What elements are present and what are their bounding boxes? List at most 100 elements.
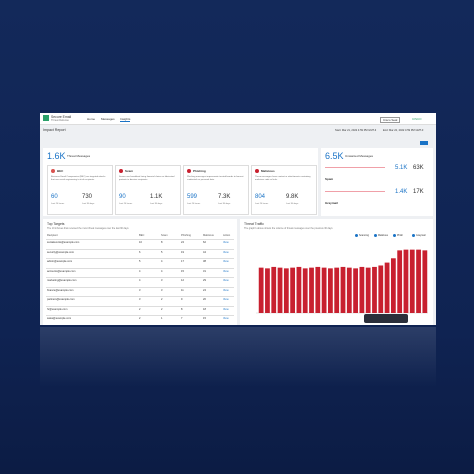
threat-total: 1.6K bbox=[47, 151, 66, 161]
logo bbox=[43, 115, 49, 121]
bar bbox=[277, 267, 283, 313]
start-date: Start: Mar 21, 2022 4:59 PM GMT-3 bbox=[335, 129, 377, 132]
threat-name: BEC bbox=[57, 169, 64, 173]
column-header: Scam bbox=[161, 234, 168, 237]
row-action[interactable]: View bbox=[223, 260, 229, 263]
targets-desc: The 10 inboxes that received the most th… bbox=[47, 227, 129, 230]
bar bbox=[365, 267, 371, 313]
table-cell: 1 bbox=[161, 317, 163, 320]
table-cell: 24 bbox=[203, 288, 206, 292]
unwanted-card: 6.5K Unwanted Messages Spam 5.1K 63K Grayma… bbox=[321, 148, 433, 216]
threat-icon bbox=[255, 169, 259, 173]
unwanted-24h: 1.4K bbox=[395, 189, 408, 195]
count-24h-label: Last 24 hours bbox=[187, 203, 201, 205]
bar bbox=[302, 268, 308, 313]
traffic-chart bbox=[256, 249, 428, 314]
row-action[interactable]: View bbox=[223, 298, 229, 301]
table-cell: 24 bbox=[181, 241, 184, 244]
count-90d-label: Last 90 days bbox=[218, 203, 231, 205]
threat-type-card: Phishing Phishing messages impersonate tr… bbox=[183, 165, 249, 215]
column-header: Recipient bbox=[47, 234, 58, 237]
row-action[interactable]: View bbox=[223, 269, 229, 273]
nav-item[interactable]: Home bbox=[87, 117, 96, 121]
count-24h: 599 bbox=[187, 194, 198, 200]
bar bbox=[321, 267, 327, 313]
count-90d: 730 bbox=[82, 194, 93, 200]
row-action[interactable]: View bbox=[223, 241, 229, 244]
legend-label[interactable]: Graymail bbox=[416, 234, 426, 237]
count-24h: 90 bbox=[119, 194, 126, 200]
legend-label[interactable]: Scanning bbox=[359, 234, 369, 237]
column-header: Action bbox=[223, 234, 231, 237]
table-cell: 5 bbox=[139, 260, 141, 263]
table-cell: admin@example.com bbox=[47, 260, 73, 263]
table-cell: 18 bbox=[203, 307, 206, 311]
table-cell: 31 bbox=[203, 269, 206, 273]
count-90d-label: Last 90 days bbox=[150, 203, 163, 205]
row-action[interactable]: View bbox=[223, 288, 229, 292]
bar bbox=[340, 266, 346, 313]
unwanted-90d: 63K bbox=[413, 165, 424, 171]
nav-item[interactable]: Messages bbox=[101, 117, 115, 121]
threat-desc: Phishing messages impersonate trusted br… bbox=[187, 176, 244, 181]
toolbar bbox=[364, 314, 408, 323]
table-cell: 2 bbox=[161, 298, 163, 301]
table-cell: 3 bbox=[161, 279, 163, 282]
threat-icon bbox=[51, 169, 55, 173]
table-cell: security@example.com bbox=[47, 250, 74, 254]
bar bbox=[353, 268, 358, 313]
table-cell: 19 bbox=[181, 250, 184, 254]
traffic-desc: The graph's above shows the volume of th… bbox=[244, 227, 333, 230]
row-action[interactable]: View bbox=[223, 307, 229, 311]
table-cell: hr@example.com bbox=[47, 307, 68, 311]
table-cell: 3 bbox=[161, 288, 163, 292]
bar bbox=[384, 262, 390, 313]
threat-type-card: Scam Scams use fraudulent luring financia… bbox=[115, 165, 181, 215]
legend-label[interactable]: Malicious bbox=[378, 234, 388, 237]
table-cell: partners@example.com bbox=[47, 298, 75, 301]
row-action[interactable]: View bbox=[223, 317, 229, 320]
table-cell: 11 bbox=[181, 288, 184, 292]
legend-label[interactable]: Phish bbox=[397, 234, 403, 237]
traffic-title: Threat Traffic bbox=[244, 222, 264, 226]
nav-item[interactable]: Insights bbox=[120, 117, 131, 122]
column-header: Malicious bbox=[203, 234, 214, 237]
table-cell: 5 bbox=[161, 250, 163, 254]
count-24h-label: Last 24 hours bbox=[255, 203, 269, 205]
bar bbox=[346, 267, 352, 313]
app-window: Secure Email Threat Defense Home Message… bbox=[40, 113, 436, 325]
bar bbox=[258, 267, 264, 313]
bar bbox=[315, 266, 321, 313]
count-90d-label: Last 90 days bbox=[286, 203, 299, 205]
threat-desc: Business Email Compromise (BEC) are targ… bbox=[51, 176, 106, 181]
threat-card: 1.6K Threat Messages BEC Business Email C… bbox=[43, 148, 318, 216]
unwanted-total: 6.5K bbox=[325, 151, 344, 161]
bar bbox=[296, 266, 302, 313]
legend-swatch bbox=[374, 234, 377, 237]
bar bbox=[422, 250, 428, 313]
export-button[interactable] bbox=[420, 141, 428, 145]
bar bbox=[265, 268, 270, 313]
table-cell: 3 bbox=[139, 288, 141, 292]
bar bbox=[372, 266, 377, 313]
bar bbox=[283, 268, 289, 313]
unwanted-name: Spam bbox=[325, 177, 334, 181]
table-cell: socialevents@example.com bbox=[47, 241, 80, 244]
count-24h-label: Last 24 hours bbox=[51, 203, 65, 205]
targets-card: Top Targets The 10 inboxes that received… bbox=[43, 219, 237, 325]
legend-swatch bbox=[393, 234, 396, 237]
user-menu[interactable]: Cisco Seal bbox=[380, 117, 401, 123]
table-cell: 17 bbox=[181, 260, 184, 263]
row-action[interactable]: View bbox=[223, 250, 229, 254]
table-cell: 4 bbox=[161, 269, 163, 273]
bar bbox=[403, 249, 409, 313]
table-cell: 2 bbox=[139, 317, 141, 320]
count-24h: 60 bbox=[51, 194, 58, 200]
page-title: Impact Report bbox=[43, 128, 66, 132]
table-cell: finance@example.com bbox=[47, 288, 74, 292]
targets-title: Top Targets bbox=[47, 222, 65, 226]
row-action[interactable]: View bbox=[223, 279, 229, 282]
table-cell: 62 bbox=[203, 241, 206, 244]
nav-bar: Secure Email Threat Defense Home Message… bbox=[40, 113, 436, 125]
table-cell: 3 bbox=[139, 298, 141, 301]
